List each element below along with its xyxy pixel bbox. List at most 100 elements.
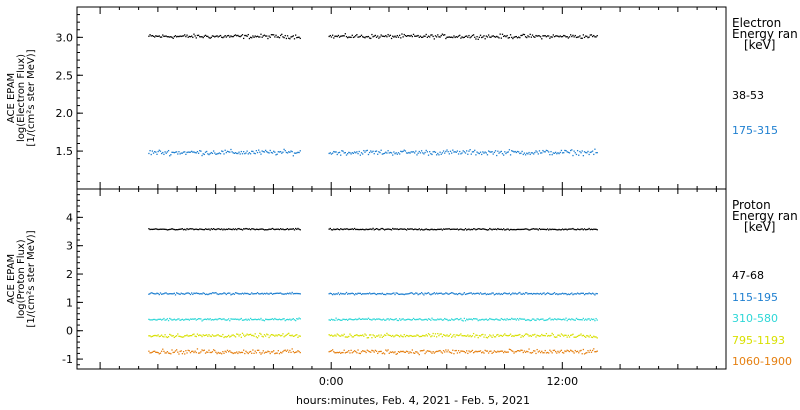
data-point [468,34,470,37]
data-point [450,318,453,320]
data-point [489,317,491,320]
data-point [578,293,580,295]
data-point [487,319,490,321]
data-point [246,292,248,295]
data-point [151,150,154,152]
data-point [160,228,163,230]
data-point [244,319,246,321]
data-point [422,319,424,321]
data-point [363,293,365,295]
data-point [527,351,529,353]
data-point [264,318,267,320]
data-point [248,228,251,230]
data-point [295,334,297,336]
data-point [281,352,283,354]
data-point [296,292,298,295]
data-point [463,36,466,39]
data-point [217,152,219,155]
data-point [236,333,238,335]
data-point [501,350,504,352]
data-point [565,150,567,152]
data-point [420,335,423,338]
data-point [380,149,382,151]
data-point [572,350,574,353]
data-point [499,293,501,296]
data-point [162,34,164,36]
data-point [396,352,398,355]
data-point [400,150,402,153]
data-point [521,334,523,337]
data-point [351,336,353,338]
data-point [387,349,389,351]
data-point [364,318,366,320]
data-point [292,318,294,320]
data-point [426,36,429,39]
data-point [259,351,261,354]
data-point [487,34,490,36]
data-point [412,151,415,153]
data-point [507,37,509,39]
data-point [201,320,203,322]
data-point [471,34,474,37]
data-point [440,228,442,230]
data-point [463,292,466,294]
data-point [586,152,588,154]
data-point [192,293,194,296]
data-point [596,35,598,37]
data-point [432,318,434,321]
data-point [573,352,575,354]
data-point [233,318,236,320]
data-point [551,318,553,321]
data-point [409,35,411,37]
data-point [513,335,515,338]
data-point [192,318,194,320]
data-point [234,292,237,294]
data-point [414,352,416,354]
data-point [202,319,204,321]
data-point [457,35,460,37]
data-point [203,153,206,156]
data-point [363,228,365,231]
data-point [151,335,154,338]
data-point [417,352,419,354]
data-point [178,151,180,153]
data-point [182,319,185,321]
data-point [556,35,558,37]
data-point [590,336,593,338]
data-point [441,229,444,231]
data-point [258,293,260,295]
data-point [178,293,180,295]
data-point [159,292,162,294]
data-point [572,293,574,296]
data-point [407,350,409,353]
data-point [581,335,583,337]
data-point [567,350,569,352]
data-point [283,349,285,352]
data-point [420,319,423,321]
data-point [522,228,524,231]
data-point [297,151,299,153]
data-point [543,228,545,230]
data-point [149,292,151,295]
data-point [590,318,593,320]
data-point [400,334,402,336]
data-point [349,352,351,354]
data-point [467,293,469,295]
data-point [244,34,246,37]
data-point [489,350,491,353]
data-point [472,332,475,335]
data-point [370,318,372,321]
data-point [476,334,478,337]
data-point [578,154,580,156]
data-point [238,293,240,295]
data-point [558,36,560,38]
data-point [444,317,446,320]
data-point [511,350,513,352]
data-point [240,35,242,37]
data-point [588,318,590,320]
data-point [285,319,288,321]
data-point [208,318,210,321]
data-point [346,228,349,230]
data-point [157,292,159,295]
data-point [356,293,358,295]
